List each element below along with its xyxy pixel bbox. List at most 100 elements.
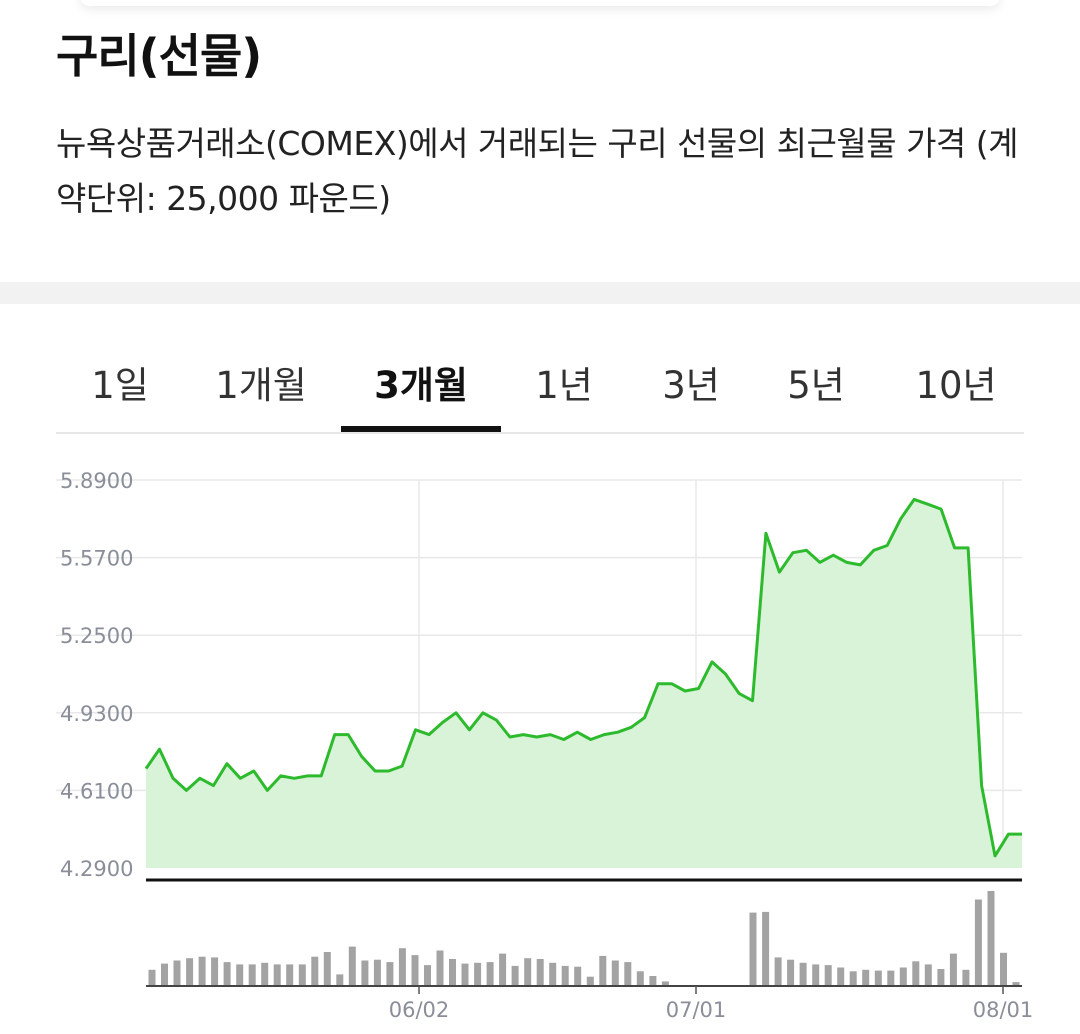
instrument-description: 뉴욕상품거래소(COMEX)에서 거래되는 구리 선물의 최근월물 가격 (계약… [56, 124, 1019, 218]
volume-bar [449, 959, 456, 986]
price-point [751, 699, 754, 702]
volume-bar [336, 974, 344, 986]
price-point [738, 692, 741, 695]
price-point [293, 777, 296, 780]
price-point [428, 733, 431, 736]
price-point [791, 551, 794, 554]
price-point [252, 770, 255, 773]
volume-bar [549, 962, 557, 986]
volume-bar [787, 959, 795, 986]
price-point [603, 733, 606, 736]
price-point [724, 673, 727, 676]
price-point [522, 733, 525, 736]
price-point [953, 546, 956, 549]
volume-bar [386, 962, 394, 986]
price-point [670, 682, 673, 685]
price-point [185, 789, 188, 792]
tab-1-year[interactable]: 1년 [535, 364, 593, 407]
price-point [1021, 833, 1024, 836]
volume-bar [486, 962, 494, 986]
volume-bar [223, 962, 231, 986]
price-point [886, 544, 889, 547]
price-point [778, 571, 781, 574]
price-point [374, 770, 377, 773]
price-point [172, 777, 175, 780]
volume-bar [474, 962, 482, 986]
x-tick-label: 08/01 [973, 998, 1034, 1022]
volume-bar [924, 964, 932, 986]
volume-bars [148, 891, 1020, 986]
volume-bar [311, 956, 319, 986]
y-tick-label: 4.6100 [60, 779, 133, 803]
price-point [481, 711, 484, 714]
volume-bar [198, 956, 206, 986]
volume-bar [436, 950, 444, 986]
volume-bar [173, 960, 181, 986]
price-point [589, 738, 592, 741]
y-tick-label: 5.2500 [60, 624, 133, 648]
page-title: 구리(선물) [56, 29, 262, 83]
y-tick-label: 5.5700 [60, 547, 133, 571]
x-tick-label: 06/02 [389, 998, 450, 1022]
tab-10-years[interactable]: 10년 [915, 364, 997, 407]
volume-bar [636, 971, 644, 986]
x-tick-label: 07/01 [666, 998, 727, 1022]
price-point [401, 765, 404, 768]
volume-bar [762, 911, 770, 986]
volume-bar [286, 964, 294, 986]
price-point [535, 736, 538, 739]
price-point [711, 660, 714, 663]
volume-bar [273, 964, 281, 986]
price-point [333, 733, 336, 736]
volume-bar [912, 961, 920, 986]
volume-bar [799, 962, 807, 986]
tab-5-years[interactable]: 5년 [787, 364, 845, 407]
volume-bar [949, 953, 957, 986]
volume-bar [887, 970, 895, 986]
volume-bar [524, 958, 532, 986]
price-point [225, 762, 228, 765]
volume-bar [211, 957, 219, 986]
price-point [1007, 833, 1010, 836]
volume-bar [987, 891, 995, 986]
price-point [279, 774, 282, 777]
volume-bar [298, 964, 306, 986]
price-point [306, 774, 309, 777]
volume-bar [899, 967, 907, 986]
tab-3-months[interactable]: 3개월 [374, 364, 468, 407]
volume-bar [398, 948, 406, 986]
tab-1-month[interactable]: 1개월 [215, 364, 307, 407]
tab-3-years[interactable]: 3년 [662, 364, 720, 407]
volume-bar [974, 899, 982, 986]
price-point [899, 517, 902, 520]
volume-bar [812, 964, 820, 986]
price-point [697, 687, 700, 690]
volume-bar [1012, 982, 1020, 986]
volume-bar [624, 962, 632, 986]
price-point [549, 733, 552, 736]
volume-bar [862, 969, 870, 986]
price-point [994, 854, 997, 857]
price-point [414, 728, 417, 731]
volume-bar [749, 912, 757, 986]
tab-1-day[interactable]: 1일 [91, 364, 149, 407]
volume-bar [1000, 952, 1007, 986]
price-point [643, 716, 646, 719]
y-tick-label: 5.8900 [60, 469, 133, 493]
volume-bar [824, 965, 832, 986]
top-card-edge [80, 0, 1000, 6]
price-point [441, 721, 444, 724]
price-point [845, 561, 848, 564]
price-point [455, 711, 458, 714]
period-tabs: 1일 1개월 3개월 1년 3년 5년 10년 [56, 340, 1024, 434]
volume-bar [373, 959, 381, 986]
volume-bar [649, 976, 657, 986]
price-point [239, 777, 242, 780]
price-point [913, 498, 916, 501]
volume-bar [248, 964, 256, 986]
volume-bar [874, 970, 882, 986]
price-point [684, 690, 687, 693]
active-tab-indicator [341, 426, 501, 432]
price-point [980, 784, 983, 787]
price-point [926, 503, 929, 506]
